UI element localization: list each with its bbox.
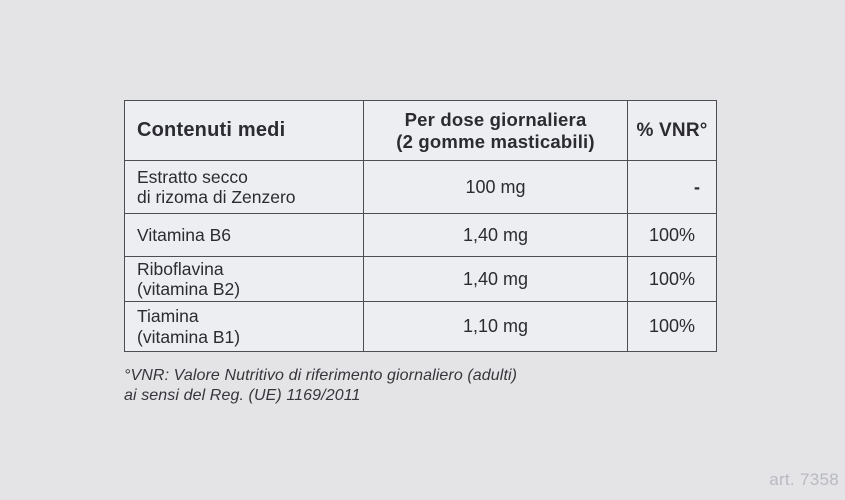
nutrient-vnr: 100% [627, 301, 717, 352]
nutrient-name-line1: Vitamina B6 [137, 224, 232, 245]
nutrient-name-line1: Tiamina [137, 306, 199, 326]
nutrient-vnr: 100% [627, 256, 717, 302]
nutrient-name: Riboflavina (vitamina B2) [124, 256, 364, 302]
nutrient-amount: 100 mg [363, 160, 628, 214]
nutrient-name: Tiamina (vitamina B1) [124, 301, 364, 352]
table-row: Estratto secco di rizoma di Zenzero 100 … [124, 160, 717, 214]
nutrient-name-line2: (vitamina B2) [137, 279, 241, 299]
article-number: art. 7358 [769, 470, 839, 489]
nutrient-name-line2: di rizoma di Zenzero [137, 187, 296, 207]
header-per-dose: Per dose giornaliera (2 gomme masticabil… [363, 100, 628, 161]
table-row: Vitamina B6 1,40 mg 100% [124, 213, 717, 257]
nutrient-amount: 1,40 mg [363, 213, 628, 257]
table-row: Tiamina (vitamina B1) 1,10 mg 100% [124, 301, 717, 352]
vnr-footnote-line1: °VNR: Valore Nutritivo di riferimento gi… [124, 367, 518, 384]
vnr-footnote-line2: ai sensi del Reg. (UE) 1169/2011 [124, 386, 361, 404]
nutrient-name: Estratto secco di rizoma di Zenzero [124, 160, 364, 214]
header-vnr: % VNR° [627, 100, 717, 161]
header-contenuti-medi: Contenuti medi [124, 100, 364, 161]
nutrition-table: Contenuti medi Per dose giornaliera (2 g… [124, 100, 717, 352]
nutrient-name: Vitamina B6 [124, 213, 364, 257]
table-header-row: Contenuti medi Per dose giornaliera (2 g… [124, 100, 717, 161]
header-per-dose-line2: (2 gomme masticabili) [396, 130, 595, 152]
nutrient-vnr: 100% [627, 213, 717, 257]
table-row: Riboflavina (vitamina B2) 1,40 mg 100% [124, 256, 717, 302]
nutrient-name-line2: (vitamina B1) [137, 326, 241, 347]
nutrient-amount: 1,40 mg [363, 256, 628, 302]
vnr-footnote: °VNR: Valore Nutritivo di riferimento gi… [124, 366, 517, 405]
nutrient-vnr: - [627, 160, 717, 214]
nutrient-name-line1: Riboflavina [137, 258, 224, 279]
header-per-dose-line1: Per dose giornaliera [404, 108, 587, 130]
nutrient-amount: 1,10 mg [363, 301, 628, 352]
nutrient-name-line1: Estratto secco [137, 166, 248, 187]
